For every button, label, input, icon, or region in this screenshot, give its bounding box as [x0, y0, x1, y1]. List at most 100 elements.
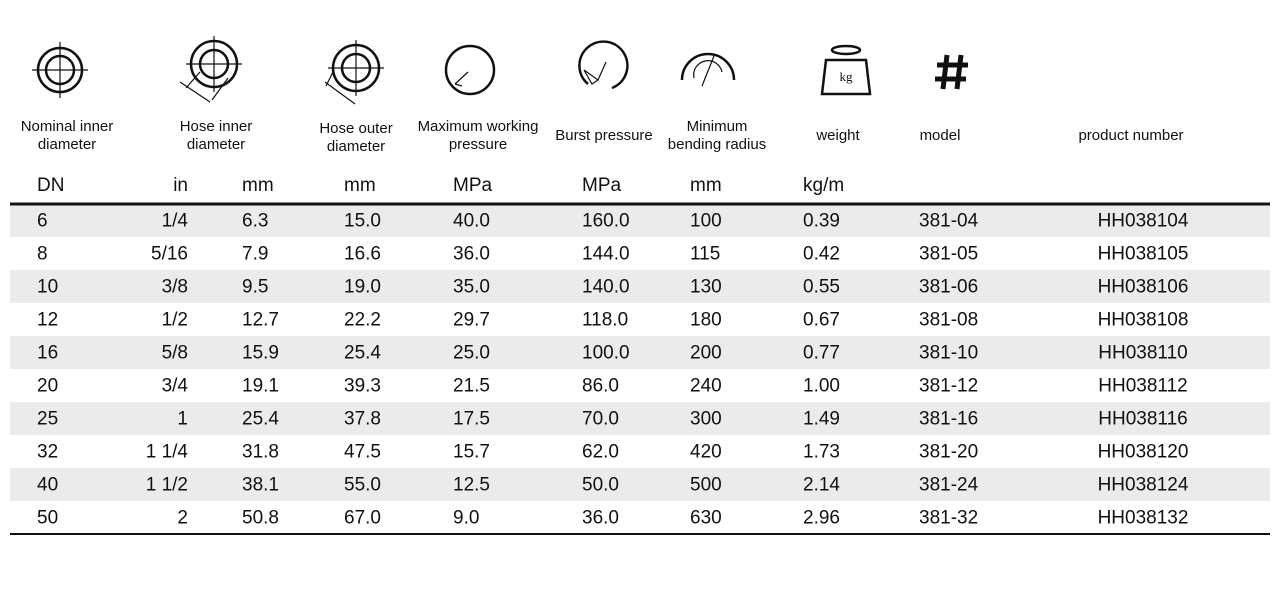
table-cell: 381-24 — [919, 475, 979, 496]
table-cell: 21.5 — [453, 376, 490, 397]
column-header: diameter — [38, 136, 96, 153]
weight-icon-label: kg — [840, 69, 854, 84]
table-cell: 130 — [690, 277, 722, 298]
icons: kg — [32, 36, 968, 105]
table-cell: 16.6 — [344, 244, 381, 265]
table-cell: 200 — [690, 343, 722, 364]
table-cell: 140.0 — [582, 277, 630, 298]
unit-label: MPa — [453, 175, 493, 196]
table-cell: 9.5 — [242, 277, 268, 298]
table-cell: 17.5 — [453, 409, 490, 430]
table-cell: 1.73 — [803, 442, 840, 463]
table-cell: 50 — [37, 508, 58, 529]
column-header: diameter — [327, 138, 385, 155]
table-cell: 160.0 — [582, 211, 630, 232]
table-cell: 0.77 — [803, 343, 840, 364]
table-cell: 86.0 — [582, 376, 619, 397]
row-stripe — [10, 204, 1270, 237]
table-cell: 35.0 — [453, 277, 490, 298]
table-cell: 144.0 — [582, 244, 630, 265]
table-cell: 1 1/4 — [146, 442, 189, 463]
unit-label: in — [173, 175, 188, 196]
column-header: diameter — [187, 136, 245, 153]
table-cell: HH038104 — [1098, 211, 1189, 232]
table-cell: 31.8 — [242, 442, 279, 463]
table-cell: 1.49 — [803, 409, 840, 430]
table-cell: 67.0 — [344, 508, 381, 529]
table-cell: 300 — [690, 409, 722, 430]
table-cell: 25.0 — [453, 343, 490, 364]
table-cell: 1/4 — [162, 211, 189, 232]
table-cell: 1/2 — [162, 310, 188, 331]
table-cell: 50.0 — [582, 475, 619, 496]
table-cell: HH038110 — [1098, 343, 1187, 364]
column-header: pressure — [449, 136, 507, 153]
table-cell: 36.0 — [453, 244, 490, 265]
column-header: product number — [1078, 127, 1183, 144]
table-cell: 180 — [690, 310, 722, 331]
table-cell: HH038105 — [1098, 244, 1189, 265]
table-cell: 19.0 — [344, 277, 381, 298]
table-cell: 70.0 — [582, 409, 619, 430]
table-cell: 1 1/2 — [146, 475, 188, 496]
table-cell: 381-05 — [919, 244, 978, 265]
column-header: weight — [815, 127, 860, 144]
table-cell: 19.1 — [242, 376, 279, 397]
table-cell: 25.4 — [242, 409, 279, 430]
table-cell: 381-20 — [919, 442, 978, 463]
column-header: Hose outer — [319, 120, 392, 137]
table-cell: 15.0 — [344, 211, 381, 232]
table-cell: 62.0 — [582, 442, 619, 463]
table-cell: 6 — [37, 211, 48, 232]
table-cell: 118.0 — [582, 310, 628, 331]
table-cell: 15.7 — [453, 442, 490, 463]
table-cell: 420 — [690, 442, 722, 463]
table-cell: 5/8 — [162, 343, 188, 364]
icon-burst-pressure — [578, 40, 629, 90]
unit-label: kg/m — [803, 175, 844, 196]
column-header: Burst pressure — [555, 127, 653, 144]
column-header: bending radius — [668, 136, 766, 153]
table-cell: 15.9 — [242, 343, 279, 364]
table-cell: 0.67 — [803, 310, 840, 331]
icon-bend-radius — [680, 52, 736, 87]
table-cell: 20 — [37, 376, 58, 397]
column-header: model — [920, 127, 961, 144]
column-header: Nominal inner — [21, 118, 114, 135]
table-cell: 0.39 — [803, 211, 840, 232]
table-cell: 0.42 — [803, 244, 840, 265]
table-cell: 2.14 — [803, 475, 840, 496]
row-stripe — [10, 270, 1270, 303]
table-cell: 5/16 — [151, 244, 188, 265]
table-cell: 36.0 — [582, 508, 619, 529]
table-cell: 32 — [37, 442, 58, 463]
table-cell: 29.7 — [453, 310, 490, 331]
table-cell: 381-08 — [919, 310, 978, 331]
table-cell: 39.3 — [344, 376, 381, 397]
table-cell: 10 — [37, 277, 58, 298]
table-cell: 40.0 — [453, 211, 490, 232]
table-cell: 2.96 — [803, 508, 840, 529]
table-cell: HH038108 — [1098, 310, 1189, 331]
table-cell: 9.0 — [453, 508, 479, 529]
table-cell: 12 — [37, 310, 58, 331]
table-cell: 25 — [37, 409, 58, 430]
table-cell: 500 — [690, 475, 722, 496]
table-cell: 7.9 — [242, 244, 268, 265]
table-cell: 115 — [690, 244, 720, 265]
icon-nominal — [32, 42, 88, 98]
table-cell: HH038120 — [1098, 442, 1189, 463]
unit-label: MPa — [582, 175, 622, 196]
table-cell: 100.0 — [582, 343, 630, 364]
table-cell: 3/4 — [162, 376, 189, 397]
table-cell: HH038106 — [1098, 277, 1189, 298]
table-cell: 50.8 — [242, 508, 279, 529]
table-cell: 55.0 — [344, 475, 381, 496]
table-cell: 37.8 — [344, 409, 381, 430]
column-header: Minimum — [687, 118, 748, 135]
table-cell: 38.1 — [242, 475, 279, 496]
unit-label: mm — [690, 175, 722, 196]
table-cell: 100 — [690, 211, 722, 232]
row-stripe — [10, 402, 1270, 435]
